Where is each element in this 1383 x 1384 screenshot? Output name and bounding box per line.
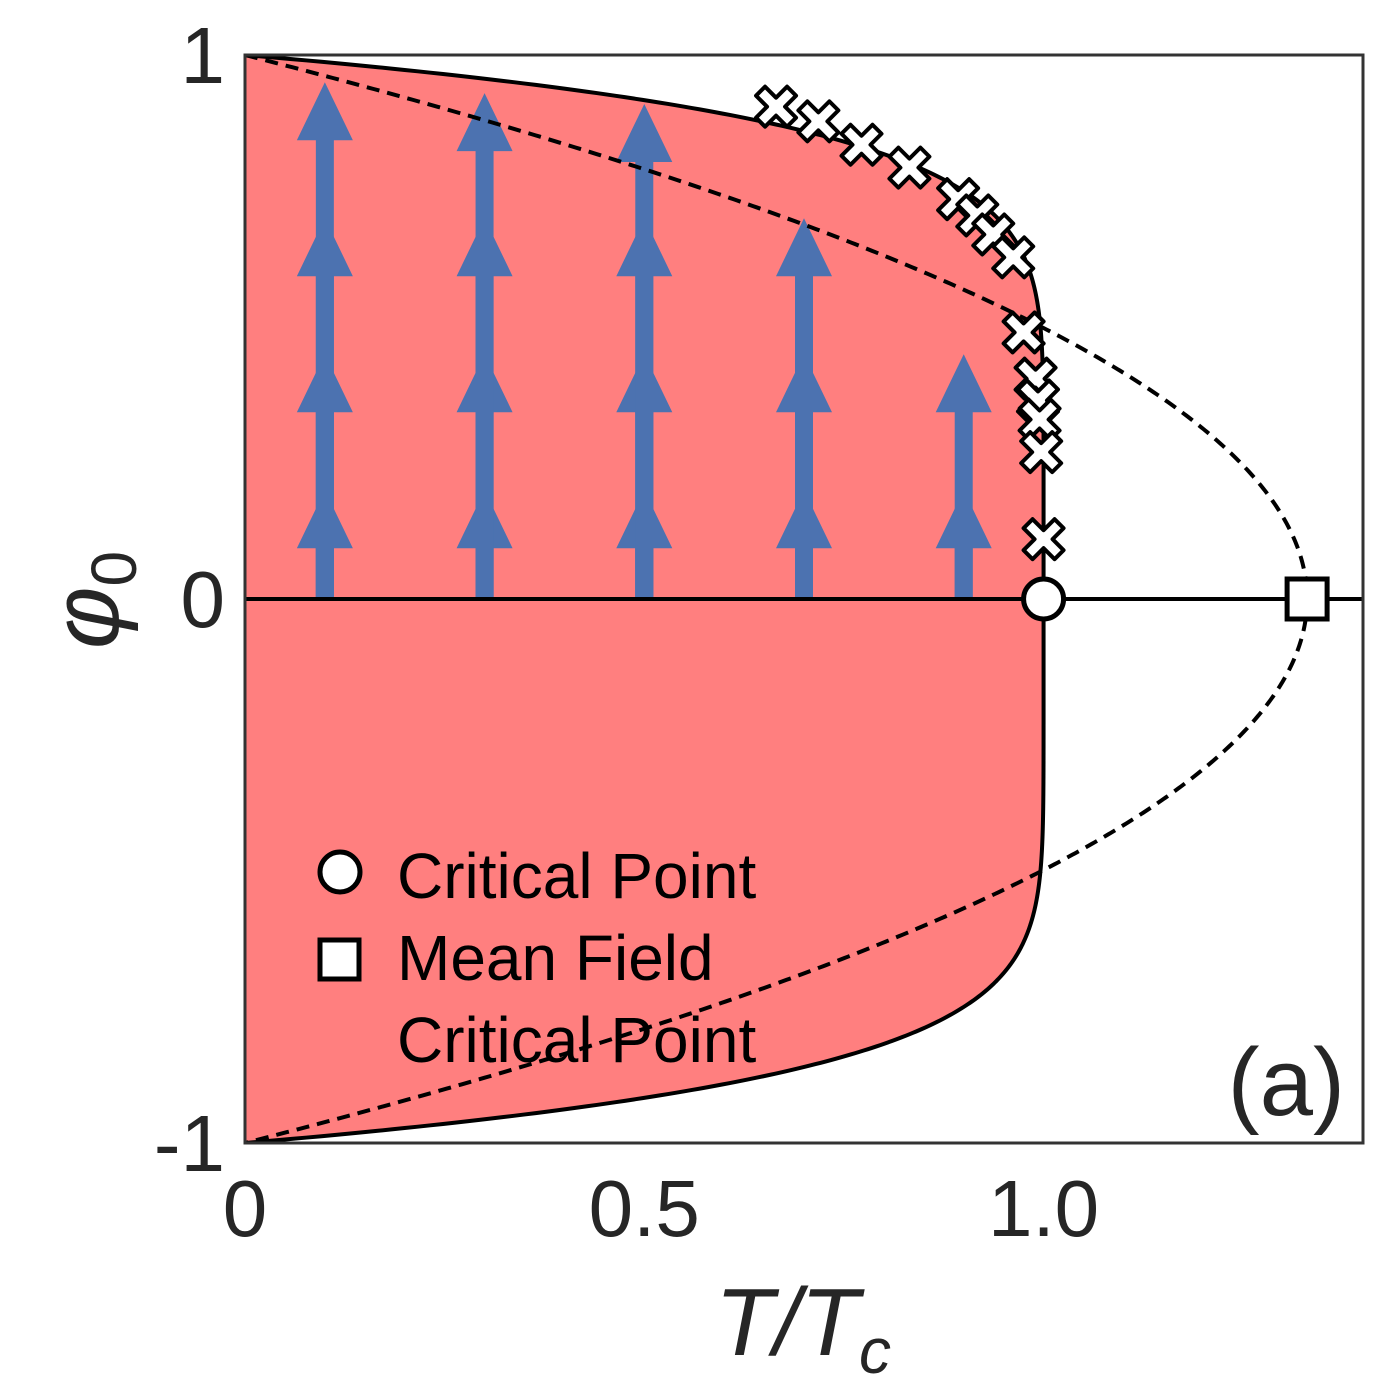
y-axis-label: φ0 <box>32 551 150 649</box>
data-point-x-marker <box>1001 310 1046 355</box>
legend-label-mean-field-line2: Critical Point <box>397 1004 756 1076</box>
data-point-x-marker <box>754 84 799 129</box>
y-tick-label: 0 <box>181 555 226 644</box>
x-tick-label: 1.0 <box>988 1164 1099 1253</box>
critical-point-marker <box>1021 576 1067 622</box>
x-axis-label: T/Tc <box>715 1269 891 1384</box>
x-axis-label-main: T/T <box>715 1269 865 1376</box>
arrow-glyph <box>935 354 992 599</box>
x-tick-label: 0 <box>223 1164 268 1253</box>
y-axis-label-subscript: 0 <box>78 551 150 587</box>
mean-field-critical-point-marker <box>1284 576 1330 622</box>
legend-label-mean-field: Mean Field <box>397 922 714 994</box>
data-point-x-marker <box>991 235 1036 280</box>
plot-frame <box>243 53 1365 1145</box>
panel-label: (a) <box>1228 1029 1345 1136</box>
arrow-glyph <box>616 103 673 600</box>
y-tick-label: 1 <box>181 11 226 100</box>
legend-circle-marker <box>317 849 363 895</box>
data-point-x-marker <box>1017 397 1062 442</box>
legend-square-marker <box>317 937 362 982</box>
x-tick-label: 0.5 <box>589 1164 700 1253</box>
data-point-x-marker <box>796 99 841 144</box>
data-point-x-marker <box>839 122 884 167</box>
y-tick-label: -1 <box>154 1099 225 1188</box>
arrow-glyph <box>776 218 832 599</box>
arrow-glyph <box>456 93 513 599</box>
legend-label-critical-point: Critical Point <box>397 840 756 912</box>
data-point-x-marker <box>1019 430 1064 475</box>
data-point-x-marker <box>887 145 932 190</box>
x-axis-label-subscript: c <box>859 1315 891 1384</box>
arrow-glyph <box>296 82 353 599</box>
y-axis-label-main: φ <box>32 586 139 649</box>
legend: Critical Point Mean Field Critical Point <box>317 840 756 1076</box>
data-point-x-marker <box>1021 517 1066 562</box>
